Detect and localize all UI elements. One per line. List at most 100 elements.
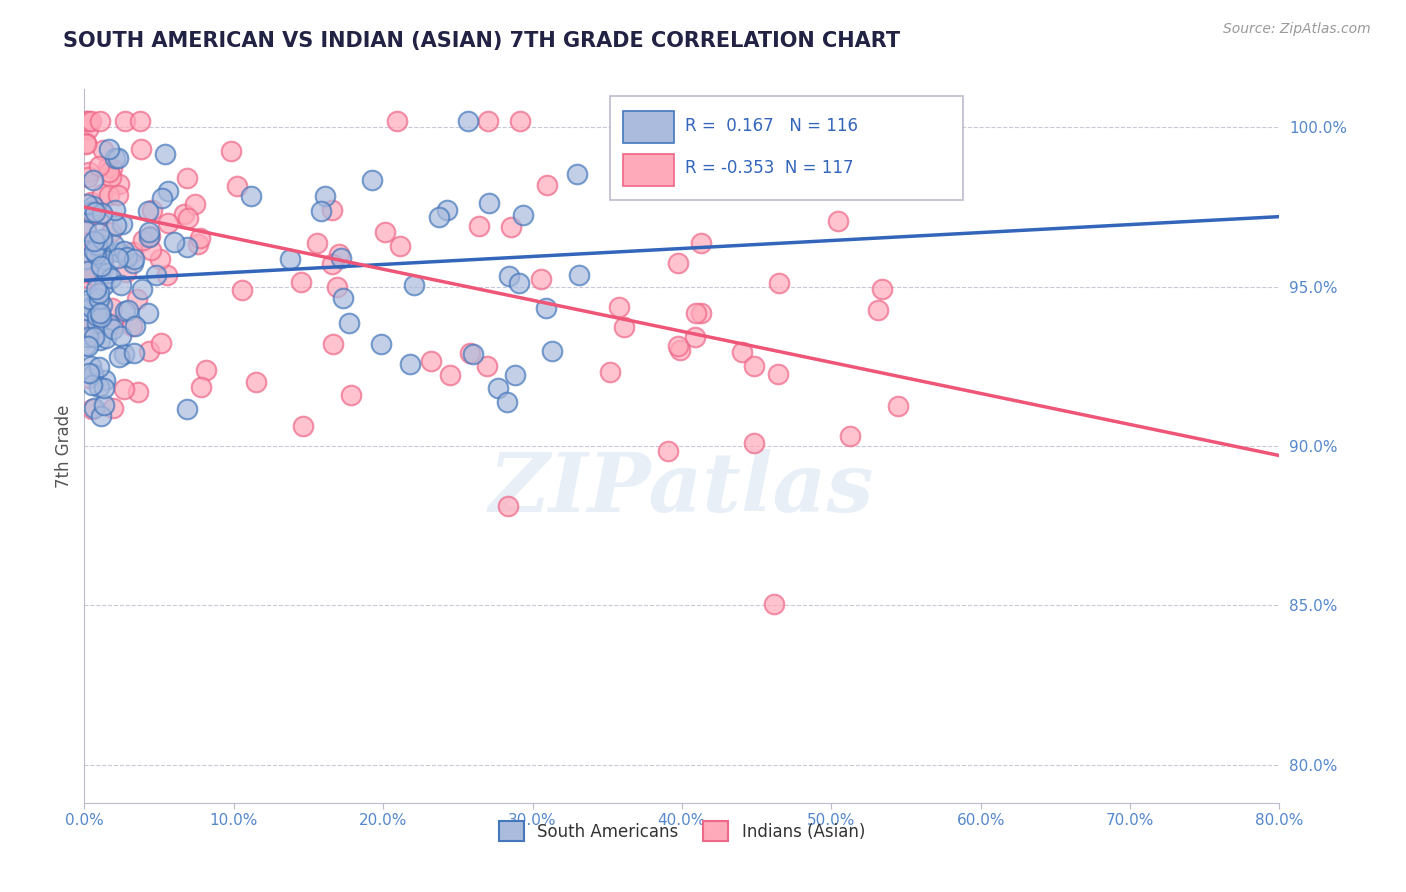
Point [114,304,136,318]
Point [530,272,553,286]
Point [80,301,103,315]
Point [385,114,408,128]
Point [96,266,118,280]
Point [156,216,179,230]
Point [870,282,893,296]
Point [111,217,134,231]
Point [110,277,132,292]
Point [314,189,336,203]
Point [340,387,363,401]
Point [87,286,110,301]
Point [496,394,519,409]
Point [141,203,163,218]
Point [90,298,112,312]
Point [427,210,450,224]
Point [93,143,115,157]
Point [94,373,117,387]
Point [121,318,143,333]
Point [104,151,127,165]
Point [838,428,860,442]
Point [93,277,115,292]
Point [536,178,558,192]
Y-axis label: 7th Grade: 7th Grade [55,404,73,488]
Point [245,375,267,389]
Point [84,205,107,219]
Point [75,338,97,352]
Point [124,252,146,266]
Point [75,265,97,279]
Point [129,114,152,128]
Point [101,161,124,175]
Point [176,240,198,254]
Point [97,142,120,156]
Point [79,206,101,220]
Point [742,435,765,450]
Point [105,219,128,233]
Point [138,204,160,219]
Point [80,377,103,392]
Point [75,303,97,318]
Point [75,263,97,277]
Point [77,339,100,353]
Point [75,220,97,235]
Point [512,208,534,222]
Point [80,114,103,128]
Point [139,229,162,244]
Point [290,275,312,289]
Point [762,597,785,611]
Text: ZIPatlas: ZIPatlas [489,449,875,529]
Point [75,236,97,251]
Point [90,231,112,245]
Point [100,225,122,239]
Point [163,235,186,249]
Point [115,265,138,279]
Point [326,279,349,293]
Point [75,136,97,150]
Point [90,207,112,221]
Point [91,238,114,252]
Point [83,244,105,258]
Point [173,207,195,221]
Point [104,202,127,217]
Point [239,188,262,202]
Point [82,242,104,256]
Point [98,187,121,202]
Point [91,205,114,219]
Point [84,282,107,296]
Point [138,344,160,359]
Point [77,264,100,278]
Point [80,194,103,209]
Point [76,297,98,311]
Point [503,368,526,383]
Point [87,292,110,306]
Point [278,252,301,266]
Point [149,252,172,266]
Point [97,160,120,174]
Point [332,291,354,305]
Point [685,329,707,343]
Point [887,399,910,413]
Point [509,114,531,128]
Point [125,292,148,306]
Point [508,276,530,290]
Point [478,196,501,211]
Point [108,178,131,192]
Point [321,202,343,217]
Point [77,271,100,285]
Point [112,347,135,361]
Point [107,152,129,166]
FancyBboxPatch shape [623,112,673,143]
Point [122,245,145,260]
Point [84,246,107,260]
Point [77,114,100,128]
Point [337,316,360,330]
Point [122,345,145,359]
Point [80,326,103,340]
Point [138,230,160,244]
Point [82,401,104,416]
Point [114,114,136,128]
Point [219,144,242,158]
Point [731,344,754,359]
Point [75,313,97,327]
Point [399,357,422,371]
